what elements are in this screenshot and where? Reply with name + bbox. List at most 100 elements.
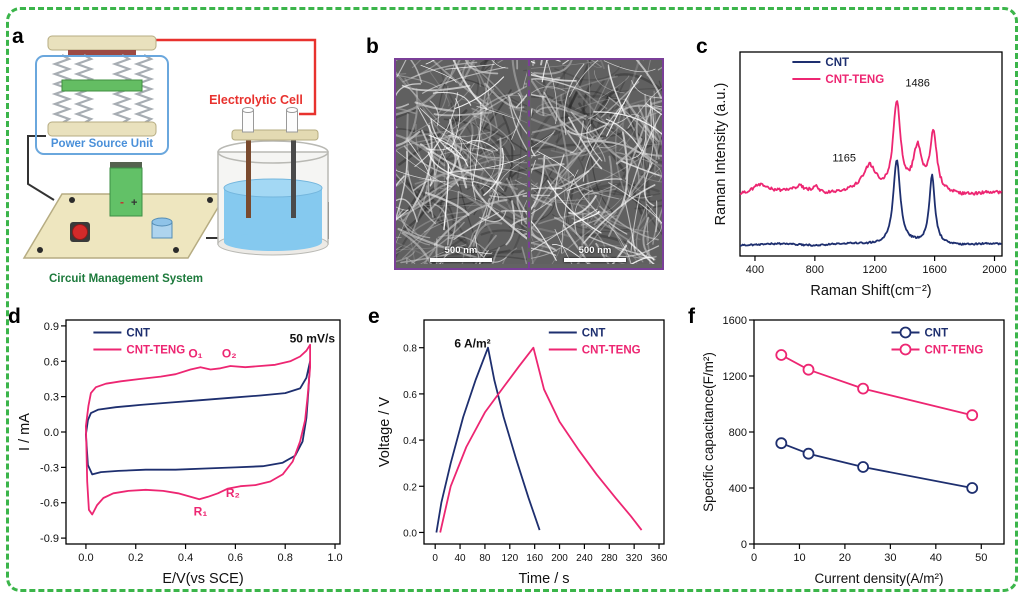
battery-cap xyxy=(110,162,142,171)
y-tick-label: 1200 xyxy=(723,371,747,383)
annotation: 6 A/m² xyxy=(454,337,490,351)
annotation: O₂ xyxy=(222,347,237,361)
x-tick-label: 200 xyxy=(551,553,568,564)
data-point xyxy=(857,382,870,395)
x-tick-label: 0.6 xyxy=(228,552,243,564)
series-CNT-TENG xyxy=(739,100,1003,196)
x-tick-label: 320 xyxy=(626,553,643,564)
x-tick-label: 0.4 xyxy=(178,552,193,564)
panel-letter-a: a xyxy=(12,25,24,48)
electrode-clamp-left xyxy=(242,109,254,133)
y-tick-label: 0.3 xyxy=(44,392,59,404)
data-point xyxy=(802,447,815,460)
screw-icon xyxy=(69,197,75,203)
gcd-chart: 0 40 80 120 160 200 240 280 320 360 0.0 0.2 0.4 0.6 0.… xyxy=(377,319,668,587)
legend-marker xyxy=(899,326,912,339)
panel-letter-b: b xyxy=(366,35,379,58)
setup-schematic: Power Source Unit - + Circuit Management… xyxy=(22,35,329,285)
series-CNT xyxy=(435,346,541,533)
y-axis-label: Voltage / V xyxy=(377,397,393,467)
y-tick-label: 0.0 xyxy=(403,528,417,539)
panel-letter-c: c xyxy=(696,35,708,58)
beaker-rim xyxy=(217,140,329,164)
y-axis-label: I / mA xyxy=(17,413,33,451)
x-tick-label: 40 xyxy=(930,552,942,564)
x-tick-label: 120 xyxy=(501,553,518,564)
y-tick-label: -0.3 xyxy=(40,462,59,474)
annotation: 1165 xyxy=(832,152,856,164)
x-axis-label: Current density(A/m²) xyxy=(814,571,943,586)
plot-frame xyxy=(65,319,341,545)
x-tick-label: 360 xyxy=(651,553,668,564)
y-tick-label: 0.4 xyxy=(403,436,417,447)
y-tick-label: 0.0 xyxy=(44,427,59,439)
y-tick-label: 400 xyxy=(729,483,747,495)
x-tick-label: 280 xyxy=(601,553,618,564)
press-bottom-plate xyxy=(47,121,157,137)
data-point xyxy=(802,363,815,376)
x-tick-label: 1.0 xyxy=(327,552,342,564)
scale-bar xyxy=(564,258,626,262)
legend-label: CNT-TENG xyxy=(582,344,641,356)
annotation: R₂ xyxy=(226,486,240,500)
power-source-outline xyxy=(35,55,169,155)
plot-frame xyxy=(753,319,1005,545)
legend-label: CNT xyxy=(126,327,150,339)
x-tick-label: 50 xyxy=(975,552,987,564)
sem-divider xyxy=(528,60,530,268)
x-axis-label: E/V(vs SCE) xyxy=(162,571,243,587)
data-point xyxy=(775,437,788,450)
y-tick-label: 0.6 xyxy=(403,390,417,401)
legend-label: CNT-TENG xyxy=(126,344,185,356)
data-point xyxy=(966,482,979,494)
legend-label: CNT xyxy=(825,57,849,69)
scale-bar-right: 500 nm xyxy=(564,245,626,262)
triboelectric-plate xyxy=(61,79,143,92)
legend-label: CNT xyxy=(925,327,949,339)
x-tick-label: 0.2 xyxy=(128,552,143,564)
y-tick-label: 0.8 xyxy=(403,344,417,355)
x-tick-label: 0 xyxy=(432,553,438,564)
scale-bar xyxy=(430,258,492,262)
panel-letter-f: f xyxy=(688,305,695,328)
y-tick-label: 800 xyxy=(729,427,747,439)
press-top-plate xyxy=(47,35,157,51)
electrolyte-bottom xyxy=(224,233,322,251)
data-point xyxy=(857,461,870,473)
sem-image-cnt xyxy=(396,60,527,264)
legend-label: CNT-TENG xyxy=(925,344,984,356)
red-wire xyxy=(156,38,317,116)
panel-letter-d: d xyxy=(8,305,21,328)
sem-image-cnt-teng xyxy=(531,60,662,264)
x-tick-label: 0.0 xyxy=(78,552,93,564)
y-tick-label: -0.9 xyxy=(40,533,59,545)
scale-bar-label: 500 nm xyxy=(578,245,612,256)
y-tick-label: -0.6 xyxy=(40,498,59,510)
x-tick-label: 0 xyxy=(751,552,757,564)
capacitor-top xyxy=(151,217,173,227)
data-point xyxy=(775,349,788,361)
y-tick-label: 1600 xyxy=(723,315,747,327)
x-tick-label: 40 xyxy=(454,553,466,564)
raman-chart: 400 800 1200 1600 2000 Raman Shift(cm⁻²) Raman… xyxy=(713,51,1007,299)
electrode-clamp-right xyxy=(286,109,298,133)
x-tick-label: 10 xyxy=(793,552,805,564)
x-tick-label: 2000 xyxy=(982,264,1006,276)
x-axis-label: Time / s xyxy=(518,571,569,587)
plot-frame xyxy=(739,51,1003,257)
legend-label: CNT xyxy=(582,327,606,339)
battery-minus: - xyxy=(120,195,124,209)
y-axis-label: Specific capacitance(F/m²) xyxy=(701,352,716,512)
x-tick-label: 1200 xyxy=(863,264,887,276)
electrolytic-cell-label: Electrolytic Cell xyxy=(209,93,303,107)
annotation: 50 mV/s xyxy=(290,331,336,345)
power-source-label: Power Source Unit xyxy=(51,138,153,150)
battery-plus: + xyxy=(131,197,137,209)
screw-icon xyxy=(37,247,43,253)
electrode-right xyxy=(291,140,296,218)
red-button xyxy=(72,224,88,240)
battery xyxy=(109,167,143,217)
electrolyte-surface xyxy=(223,178,323,198)
x-tick-label: 160 xyxy=(526,553,543,564)
